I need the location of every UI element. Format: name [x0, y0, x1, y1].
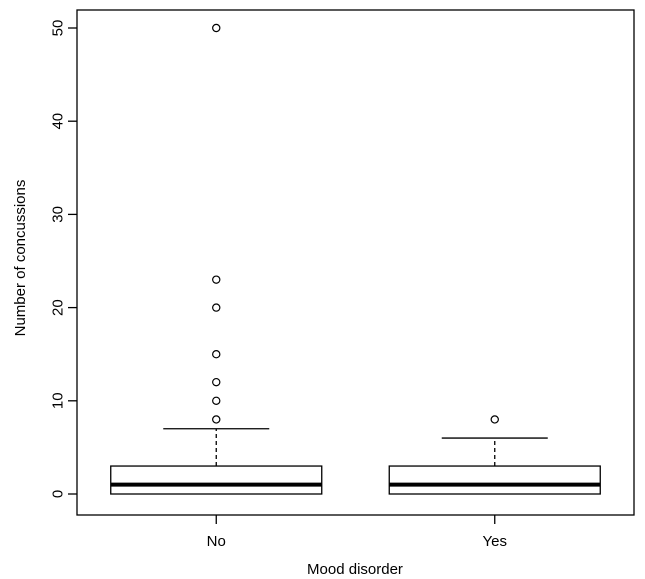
outlier-point [212, 275, 221, 284]
x-axis-label: Mood disorder [307, 561, 403, 578]
y-tick-label: 50 [50, 20, 67, 37]
y-axis: 0 10 20 30 40 50 [50, 20, 77, 498]
y-axis-label: Number of concussions [12, 180, 29, 337]
plot-frame [76, 9, 635, 516]
box-yes [388, 415, 601, 495]
outlier-point [212, 396, 221, 405]
y-tick-label: 0 [50, 490, 67, 498]
y-tick-label: 20 [50, 299, 67, 316]
outlier-point [212, 303, 221, 312]
x-tick-label: Yes [483, 533, 507, 550]
y-tick-label: 40 [50, 113, 67, 130]
outlier-point [212, 415, 221, 424]
y-tick-label: 10 [50, 392, 67, 409]
iqr-box [110, 465, 323, 495]
y-tick-label: 30 [50, 206, 67, 223]
box-no [110, 23, 323, 495]
x-axis: No Yes [207, 515, 507, 550]
outlier-point [212, 23, 221, 33]
outlier-point [212, 350, 221, 359]
outlier-point [490, 415, 499, 424]
boxes [110, 23, 601, 495]
x-tick-label: No [207, 533, 226, 550]
outlier-point [212, 377, 221, 387]
iqr-box [388, 465, 601, 495]
